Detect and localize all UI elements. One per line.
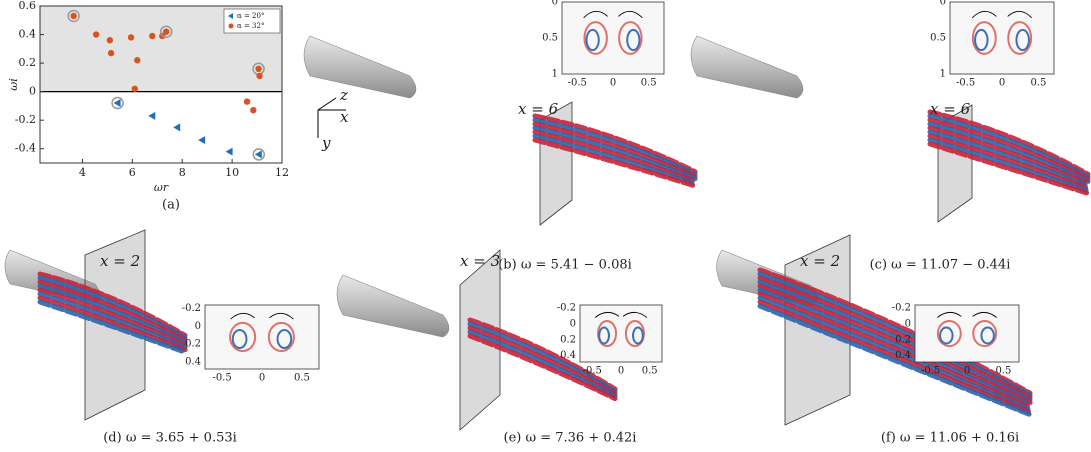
body-cone (304, 36, 416, 98)
y-axis-label: ωi (7, 78, 20, 91)
point (132, 86, 138, 92)
figure: -0.4-0.200.20.40.64681012ωrωi(a)α = 20°α… (0, 0, 1091, 452)
point (93, 31, 99, 37)
inset-y-tick-label: -0.2 (892, 303, 911, 314)
legend-label: α = 32° (237, 22, 264, 30)
x-tick-label: 8 (179, 166, 186, 179)
body-cone (337, 275, 449, 337)
inset-y-tick-label: 1 (552, 69, 558, 80)
axis-glyph-z: z (339, 86, 348, 104)
caption: (f) ω = 11.06 + 0.16i (881, 431, 1019, 446)
point (70, 13, 76, 19)
inset-x-tick-label: 0.5 (642, 366, 658, 377)
inset-y-tick-label: -0.2 (182, 303, 201, 314)
inset-x-tick-label: 0 (618, 366, 624, 377)
inset-frame (950, 2, 1054, 74)
inset-x-tick-label: 0 (999, 78, 1005, 89)
inset-x-tick-label: 0 (964, 366, 970, 377)
inset-y-tick-label: 0.4 (185, 356, 201, 367)
plane-label: x = 2 (100, 252, 140, 270)
point (134, 57, 140, 63)
x-tick-label: 12 (275, 166, 289, 179)
x-tick-label: 4 (79, 166, 86, 179)
y-tick-label: -0.2 (15, 113, 36, 126)
inset-frame (915, 305, 1019, 362)
inset-y-tick-label: 0.2 (895, 334, 911, 345)
x-tick-label: 6 (129, 166, 136, 179)
point (256, 73, 262, 79)
inset-y-tick-label: 0 (570, 319, 576, 330)
inset-y-tick-label: 0.4 (560, 350, 576, 361)
inset-x-tick-label: 0.5 (995, 366, 1011, 377)
legend-label: α = 20° (237, 12, 264, 20)
y-tick-label: 0.4 (19, 28, 37, 41)
point (108, 50, 114, 56)
inset-y-tick-label: 0 (905, 319, 911, 330)
point (107, 37, 113, 43)
legend-marker (229, 24, 234, 29)
caption: (b) ω = 5.41 − 0.08i (498, 258, 632, 273)
inset-x-tick-label: 0.5 (641, 78, 657, 89)
inset-x-tick-label: 0 (259, 373, 265, 384)
inset-y-tick-label: 1 (940, 69, 946, 80)
plane-label: x = 6 (930, 100, 971, 118)
inset-y-tick-label: 0.4 (895, 350, 911, 361)
x-axis-label: ωr (154, 181, 169, 194)
inset-y-tick-label: 0 (552, 0, 558, 8)
inset-x-tick-label: -0.5 (212, 373, 231, 384)
caption: (c) ω = 11.07 − 0.44i (870, 258, 1011, 273)
inset-frame (580, 305, 662, 362)
axis-glyph-x: x (340, 108, 349, 126)
inset-y-tick-label: 0 (940, 0, 946, 8)
inset-x-tick-label: -0.5 (956, 78, 975, 89)
caption: (a) (162, 198, 180, 213)
plane-label: x = 3 (460, 252, 500, 270)
inset-x-tick-label: 0.5 (1030, 78, 1046, 89)
inset-x-tick-label: -0.5 (568, 78, 587, 89)
y-tick-label: 0.2 (19, 56, 37, 69)
point (255, 66, 261, 72)
plane-label: x = 2 (800, 252, 840, 270)
point (149, 33, 155, 39)
caption: (e) ω = 7.36 + 0.42i (504, 431, 637, 446)
inset-x-tick-label: 0 (610, 78, 616, 89)
inset-x-tick-label: -0.5 (921, 366, 940, 377)
axis-glyph-y: y (321, 134, 331, 152)
inset-y-tick-label: 0.5 (930, 33, 946, 44)
y-tick-label: -0.4 (15, 142, 36, 155)
x-tick-label: 10 (225, 166, 239, 179)
y-tick-label: 0 (29, 85, 36, 98)
plane-label: x = 6 (518, 100, 559, 118)
inset-y-tick-label: 0.5 (542, 33, 558, 44)
inset-x-tick-label: -0.5 (583, 366, 602, 377)
inset-y-tick-label: 0.2 (185, 339, 201, 350)
body-cone (691, 36, 803, 98)
inset-frame (562, 2, 664, 74)
point (128, 34, 134, 40)
point (244, 98, 250, 104)
inset-y-tick-label: 0 (195, 321, 201, 332)
y-tick-label: 0.6 (19, 0, 37, 12)
inset-x-tick-label: 0.5 (294, 373, 310, 384)
inset-y-tick-label: -0.2 (557, 303, 576, 314)
point (163, 28, 169, 34)
point (250, 107, 256, 113)
inset-frame (205, 305, 319, 369)
caption: (d) ω = 3.65 + 0.53i (103, 431, 237, 446)
inset-y-tick-label: 0.2 (560, 334, 576, 345)
